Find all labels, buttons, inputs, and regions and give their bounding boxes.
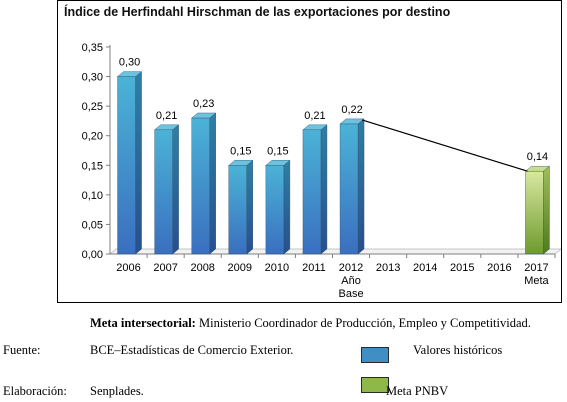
historic-bar <box>117 76 136 255</box>
historic-bar-top <box>339 118 365 125</box>
y-tick-label: 0,30 <box>82 72 103 84</box>
data-label: 0,23 <box>193 98 214 110</box>
data-label: 0,22 <box>341 104 362 116</box>
historic-bar-side <box>320 124 328 255</box>
bar-chart: 0,00 0,05 0,10 0,15 0,20 0,25 0,30 0,35 2006 2007… <box>82 42 561 300</box>
y-tick-label: 0,20 <box>82 131 103 143</box>
y-tick-label: 0,35 <box>82 42 103 54</box>
historic-bar-side <box>135 71 142 255</box>
meta-text: Ministerio Coordinador de Producción, Em… <box>195 316 531 330</box>
historic-bar-top <box>265 160 291 166</box>
x-tick-label: 2013 <box>376 262 400 274</box>
historic-bar-side <box>172 124 179 255</box>
historic-bar <box>228 165 247 255</box>
y-tick-label: 0,25 <box>82 101 103 113</box>
x-tick-label: 2011 <box>302 262 326 274</box>
elaboracion-text: Senplades. <box>90 384 144 398</box>
historic-bar <box>265 165 285 255</box>
legend-swatch-target <box>361 377 389 393</box>
historic-bar-top <box>154 124 180 131</box>
fuente-label: Fuente: <box>3 343 41 357</box>
legend-label-historic: Valores históricos <box>413 343 503 357</box>
y-tick-label: 0,15 <box>82 160 103 172</box>
fuente-text: BCE–Estadísticas de Comercio Exterior. <box>90 343 294 357</box>
x-tick-label: 2009 <box>228 262 252 274</box>
historic-bar <box>302 129 322 255</box>
x-tick-label: 2014 <box>413 262 437 274</box>
target-bar <box>525 170 544 255</box>
historic-bar-top <box>302 124 328 131</box>
historic-bar-side <box>209 112 216 255</box>
y-tick-label: 0,00 <box>82 249 103 261</box>
data-label: 0,30 <box>119 57 140 69</box>
legend-label-target: Meta PNBV <box>386 384 449 398</box>
elaboracion-label: Elaboración: <box>3 384 67 398</box>
legend-swatch-historic <box>361 347 389 363</box>
x-tick-label: 2015 <box>450 262 474 274</box>
chart-frame: Índice de Herfindahl Hirschman de las ex… <box>57 0 562 303</box>
x-tick-label: 2016 <box>487 262 511 274</box>
x-tick-sublabel: Meta <box>524 275 549 287</box>
target-bar-side <box>543 165 550 255</box>
x-tick-label: 2008 <box>190 262 214 274</box>
x-tick-sublabel: Año <box>341 275 361 287</box>
y-tick-label: 0,05 <box>82 219 103 231</box>
x-tick-label: 2012 <box>339 262 363 274</box>
x-tick-label: 2017 <box>524 262 548 274</box>
x-tick-label: 2006 <box>116 262 140 274</box>
historic-bar-top <box>116 71 143 77</box>
meta-label: Meta intersectorial: <box>90 316 196 330</box>
data-label: 0,21 <box>156 110 177 122</box>
x-tick-sublabel: Base <box>339 288 364 300</box>
data-label: 0,15 <box>267 145 288 157</box>
target-bar-top <box>524 165 551 172</box>
meta-intersectorial: Meta intersectorial: Ministerio Coordina… <box>90 316 531 331</box>
y-tick-label: 0,10 <box>82 190 103 202</box>
historic-bar <box>191 117 210 255</box>
historic-bar-top <box>228 160 254 166</box>
historic-bar <box>339 123 359 255</box>
historic-bar-side <box>246 159 253 255</box>
trend-line <box>361 119 528 172</box>
data-label: 0,21 <box>304 110 325 122</box>
historic-bar-side <box>283 159 291 255</box>
x-tick-label: 2007 <box>153 262 177 274</box>
chart-title: Índice de Herfindahl Hirschman de las ex… <box>64 5 451 19</box>
data-label: 0,15 <box>230 145 251 157</box>
data-label: 0,14 <box>527 151 548 163</box>
historic-bar-side <box>357 118 365 255</box>
historic-bar <box>154 129 173 255</box>
x-tick-label: 2010 <box>265 262 289 274</box>
historic-bar-top <box>191 112 217 119</box>
